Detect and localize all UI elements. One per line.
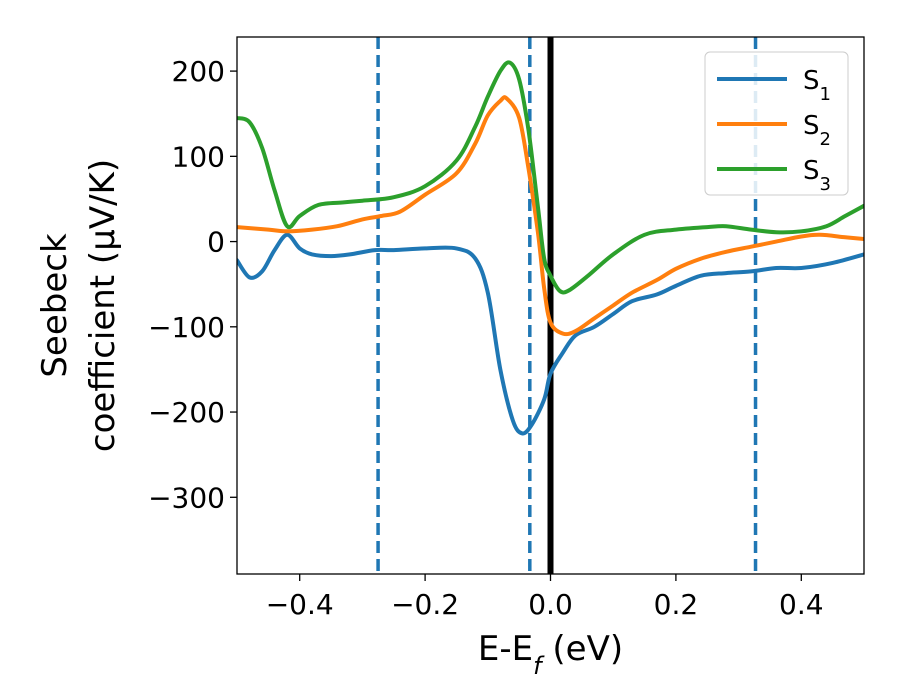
y-tick-label: −100	[148, 311, 225, 344]
x-tick-label: 0.0	[528, 588, 573, 621]
legend-items: S1 S2 S3	[717, 66, 831, 195]
y-tick-label: 100	[172, 140, 225, 173]
y-axis-title-line-1: Seebeck	[35, 233, 75, 378]
series-line-s3	[237, 60, 864, 295]
y-tick-label: 200	[172, 55, 225, 88]
x-tick-label: −0.4	[266, 588, 334, 621]
legend-label: S1	[803, 66, 831, 105]
legend-item-s1: S1	[717, 66, 831, 105]
legend-item-s2: S2	[717, 111, 831, 150]
y-axis-ticks: 200 100 0 −100 −200 −300	[148, 55, 237, 514]
x-tick-label: −0.2	[391, 588, 459, 621]
series-line-s2	[237, 95, 864, 337]
y-tick-label: −200	[148, 396, 225, 429]
series-lines	[237, 60, 864, 436]
x-axis-title: E-Ef (eV)	[478, 629, 623, 680]
y-axis-title-line-2: coefficient (μV/K)	[83, 159, 123, 452]
y-tick-label: −300	[148, 481, 225, 514]
legend-label: S2	[803, 111, 831, 150]
y-tick-label: 0	[207, 226, 225, 259]
x-tick-label: 0.4	[779, 588, 824, 621]
legend-label: S3	[803, 156, 831, 195]
x-tick-label: 0.2	[654, 588, 699, 621]
reference-lines	[376, 37, 758, 574]
x-axis-ticks: −0.4 −0.2 0.0 0.2 0.4	[266, 574, 824, 621]
legend: S1 S2 S3	[704, 51, 849, 196]
legend-item-s3: S3	[717, 156, 831, 195]
series-line-s1	[237, 232, 864, 436]
y-axis-title: Seebeck coefficient (μV/K)	[35, 159, 123, 452]
